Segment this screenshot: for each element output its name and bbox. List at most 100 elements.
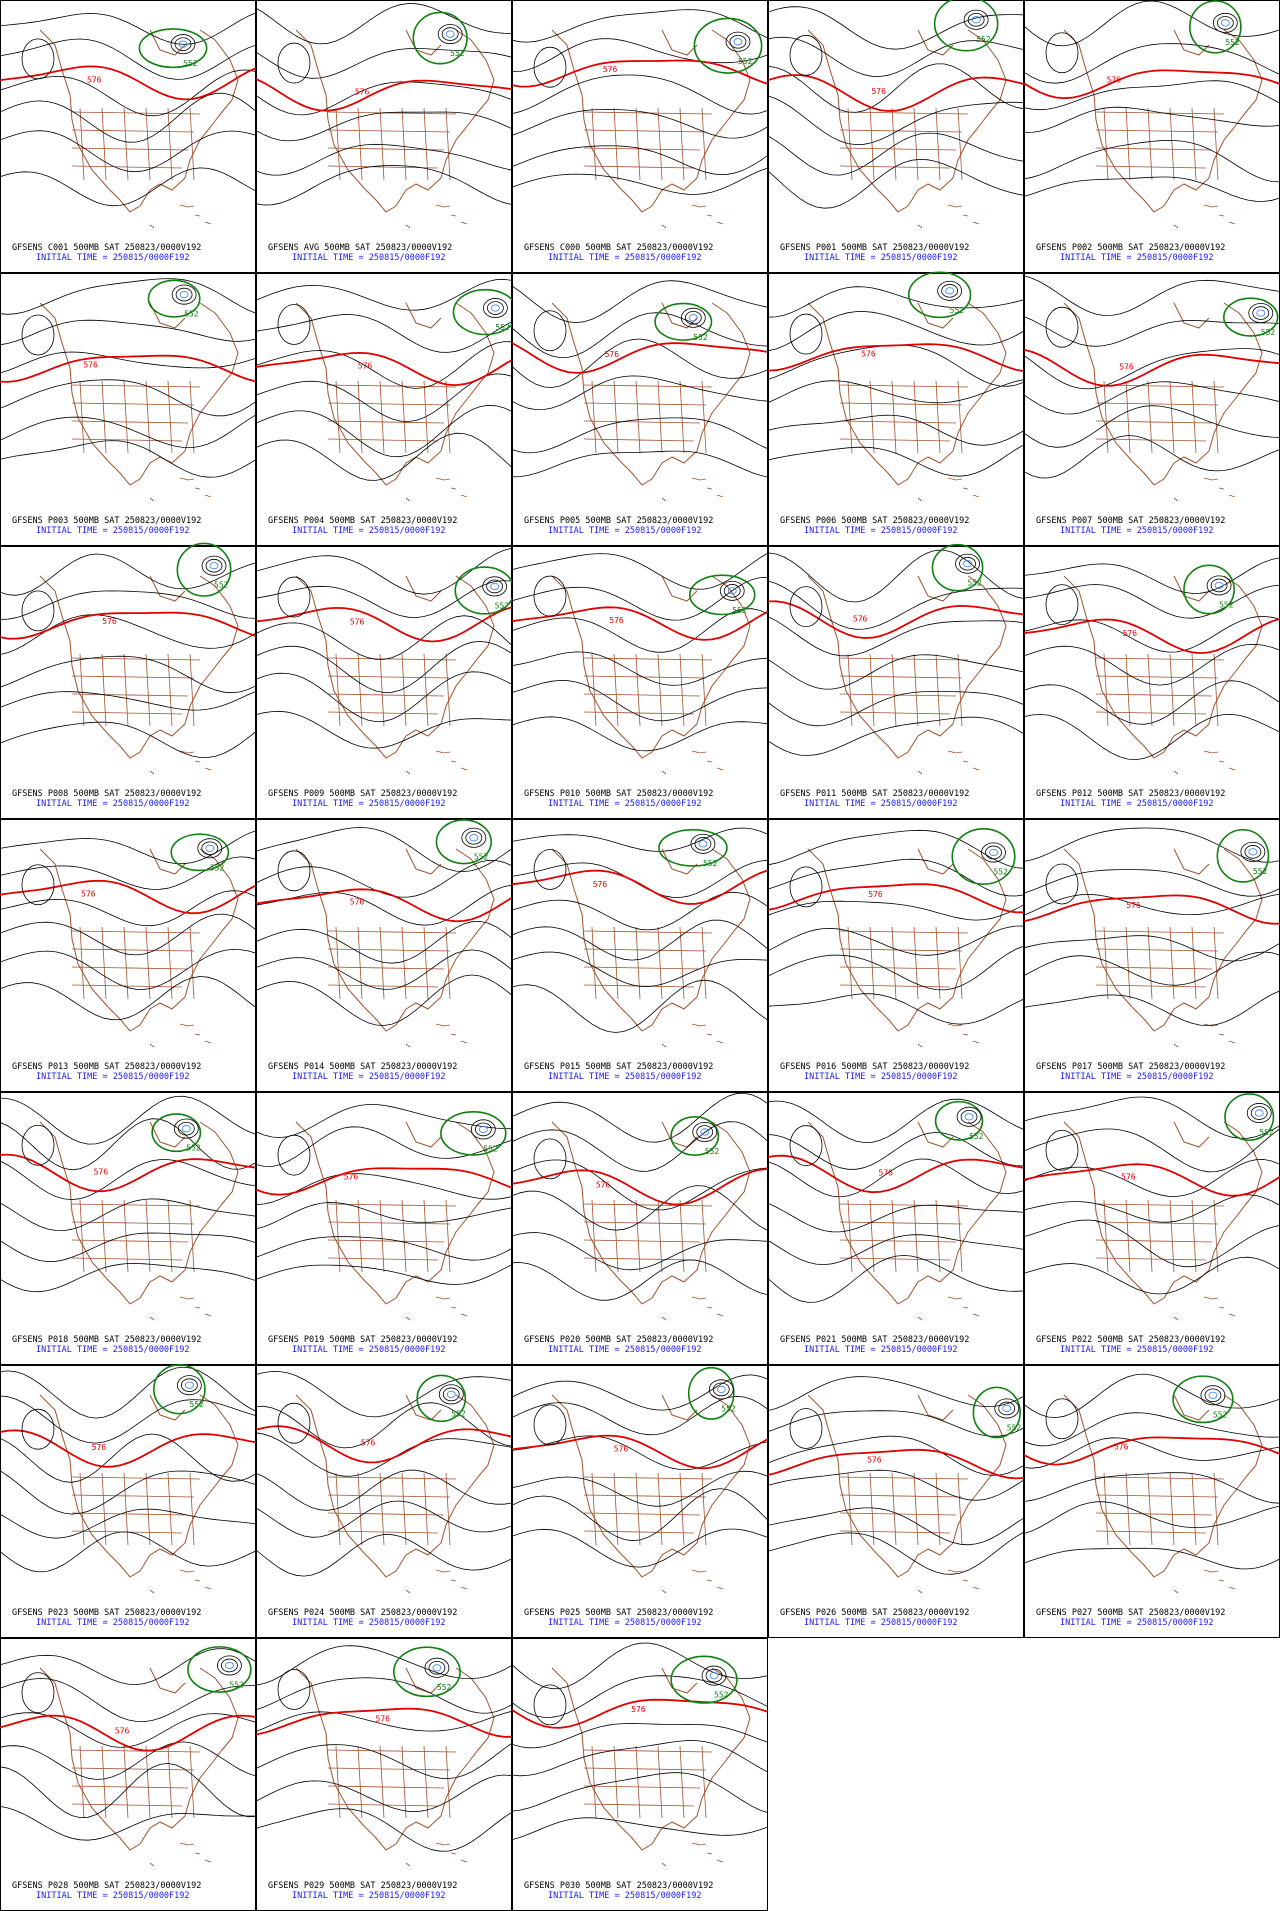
height-contour (511, 577, 769, 621)
contour-label: 576 (361, 1439, 376, 1448)
height-contour (255, 949, 513, 990)
low-center (445, 30, 455, 38)
height-contour (0, 1232, 257, 1263)
high-center (21, 1672, 55, 1713)
height-contour (511, 145, 769, 176)
high-center (21, 864, 55, 906)
caption-bg (2, 1603, 254, 1631)
height-contour (255, 974, 513, 1026)
height-contour (767, 945, 1025, 991)
contour-576 (767, 883, 1024, 914)
caption-bg (2, 1330, 254, 1358)
caption-bg (2, 1876, 254, 1904)
caption-line2: INITIAL TIME = 250815/0000F192 (804, 253, 958, 263)
contour-label: 576 (1121, 1172, 1136, 1181)
contour-label: 576 (83, 360, 98, 369)
low-center (725, 31, 751, 52)
low-center (1204, 1388, 1222, 1403)
panel-border (512, 273, 768, 546)
contour-label: 552 (495, 601, 510, 610)
low-center (1256, 309, 1266, 317)
low-center (446, 1390, 456, 1398)
contour-label: 552 (968, 579, 983, 588)
map-panel: 576 552 GFSENS C000 500MB SAT 250823/0000V… (511, 0, 769, 273)
panel-border (1024, 819, 1280, 1092)
height-contour (767, 1435, 1025, 1476)
caption-line2: INITIAL TIME = 250815/0000F192 (36, 253, 190, 263)
low-center (486, 301, 504, 315)
caption-line1: GFSENS P013 500MB SAT 250823/0000V192 (12, 1062, 201, 1072)
low-center (170, 34, 196, 55)
contour-label: 552 (693, 333, 708, 342)
height-contour (255, 1173, 513, 1205)
height-contour (255, 1774, 513, 1813)
contour-576 (511, 1168, 769, 1206)
contour-label: 552 (189, 1400, 204, 1409)
caption-line2: INITIAL TIME = 250815/0000F192 (292, 799, 446, 809)
low-center (225, 1661, 234, 1670)
height-contour (0, 1262, 257, 1293)
height-contour (0, 655, 257, 694)
low-center (937, 280, 963, 301)
map-panel: 576 552 GFSENS P010 500MB SAT 250823/0000V… (511, 546, 769, 819)
low-center (688, 314, 698, 322)
low-center (698, 840, 708, 848)
map-panel: 576 552 GFSENS P028 500MB SAT 250823/0000V… (0, 1638, 257, 1911)
high-center (277, 850, 311, 892)
height-contour (767, 691, 1025, 727)
coastline (1063, 1121, 1263, 1305)
contour-label: 576 (81, 890, 96, 899)
caption-line1: GFSENS P028 500MB SAT 250823/0000V192 (12, 1881, 201, 1891)
caption-line1: GFSENS P025 500MB SAT 250823/0000V192 (524, 1608, 713, 1618)
caption-line2: INITIAL TIME = 250815/0000F192 (292, 1891, 446, 1901)
caption-bg (1026, 784, 1278, 812)
low-center (960, 1110, 978, 1124)
panel-border (512, 819, 768, 1092)
height-contour (511, 608, 769, 653)
height-contour (1023, 1219, 1280, 1268)
contour-552 (1183, 564, 1235, 615)
height-contour (0, 690, 257, 711)
coastline (39, 1667, 239, 1851)
high-center (277, 1134, 311, 1176)
caption-bg (514, 1876, 766, 1904)
caption-bg (258, 1057, 510, 1085)
caption-line2: INITIAL TIME = 250815/0000F192 (36, 1891, 190, 1901)
height-contour (511, 280, 769, 324)
height-contour (255, 547, 513, 595)
low-center (964, 1113, 974, 1121)
low-center (441, 27, 459, 41)
state-borders (583, 380, 724, 502)
height-contour (0, 721, 257, 758)
contour-label: 576 (344, 1173, 359, 1182)
map-panel: 576 552 GFSENS AVG 500MB SAT 250823/0000V1… (255, 0, 513, 273)
caption-line1: GFSENS P003 500MB SAT 250823/0000V192 (12, 516, 201, 526)
caption-line2: INITIAL TIME = 250815/0000F192 (36, 799, 190, 809)
caption-line1: GFSENS P005 500MB SAT 250823/0000V192 (524, 516, 713, 526)
low-center (201, 555, 227, 576)
contour-label: 576 (1119, 362, 1134, 371)
low-center (428, 1661, 446, 1675)
low-center (177, 1121, 195, 1136)
contour-576 (255, 351, 513, 387)
contour-552 (147, 279, 201, 318)
contour-label: 552 (1213, 1410, 1228, 1419)
panel-border (768, 546, 1024, 819)
height-contour (255, 1742, 513, 1780)
low-center (1252, 306, 1270, 320)
panel-border (256, 1092, 512, 1365)
caption-line1: GFSENS P027 500MB SAT 250823/0000V192 (1036, 1608, 1225, 1618)
coastline (807, 575, 1007, 759)
low-center (176, 1375, 202, 1396)
caption-line1: GFSENS AVG 500MB SAT 250823/0000V192 (268, 243, 452, 253)
low-center (424, 1657, 450, 1678)
coastline (1063, 848, 1263, 1032)
height-contour (0, 1741, 257, 1780)
height-contour (511, 919, 769, 961)
height-contour (255, 1432, 513, 1477)
contour-label: 552 (705, 1147, 720, 1156)
height-contour (0, 1159, 257, 1201)
map-panel: 576 552 GFSENS P029 500MB SAT 250823/0000V… (255, 1638, 513, 1911)
contour-552 (687, 1366, 735, 1420)
